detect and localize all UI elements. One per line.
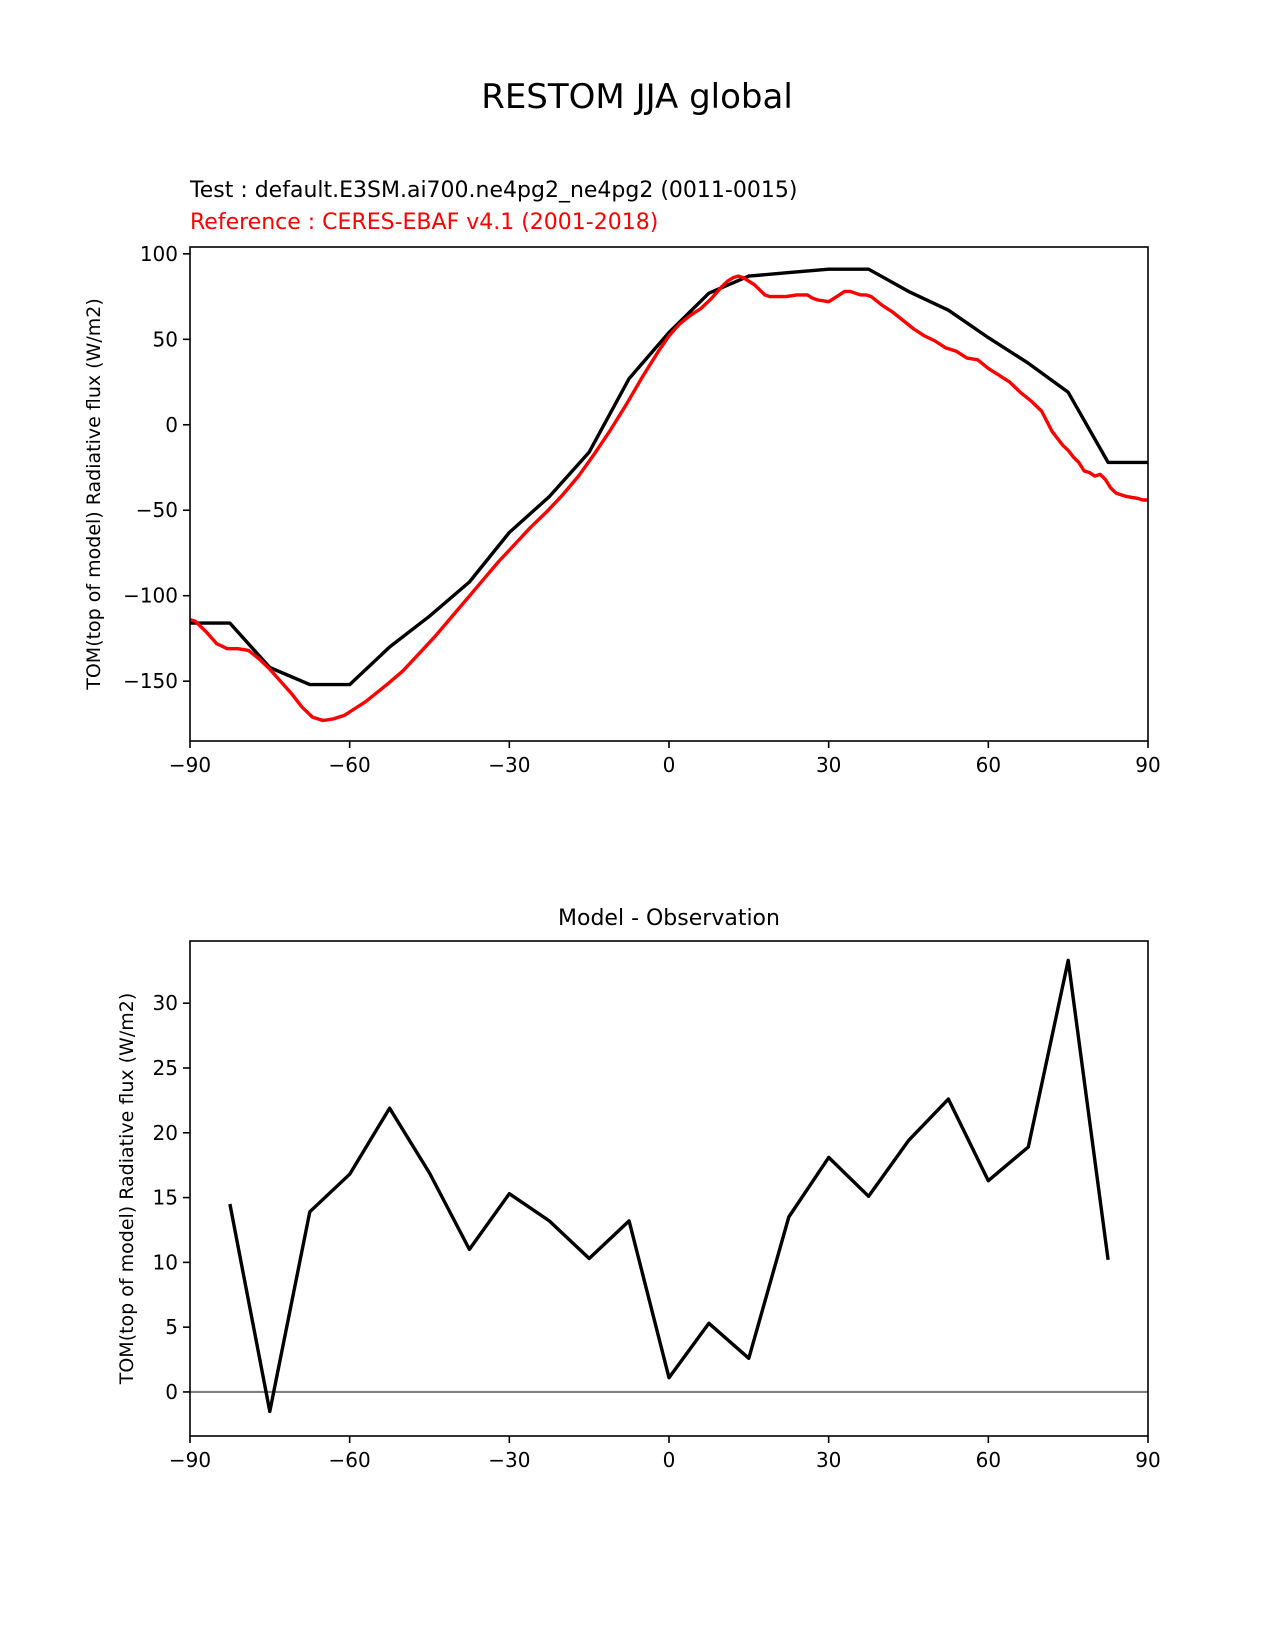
bottom-plot-title: Model - Observation	[558, 906, 780, 931]
bottom-y-axis-label: TOM(top of model) Radiative flux (W/m2)	[116, 993, 138, 1386]
bottom-y-tick-label: 10	[153, 1250, 178, 1274]
top-x-tick-label: −30	[488, 753, 530, 777]
top-axes-frame	[189, 246, 1149, 742]
top-series-line-reference	[189, 274, 1148, 723]
bottom-y-tick-label: 5	[165, 1315, 178, 1339]
top-x-tick-label: 60	[976, 753, 1001, 777]
bottom-x-tick-label: 30	[816, 1448, 841, 1472]
top-y-tick-label: 50	[153, 327, 178, 351]
top-y-tick-label: 0	[165, 413, 178, 437]
figure-title: RESTOM JJA global	[481, 77, 793, 117]
top-y-tick-label: −100	[123, 584, 178, 608]
top-series-line-test	[190, 267, 1148, 687]
reference-label: Reference : CERES-EBAF v4.1 (2001-2018)	[190, 210, 658, 235]
test-label: Test : default.E3SM.ai700.ne4pg2_ne4pg2 …	[189, 178, 797, 203]
top-x-tick-label: −60	[329, 753, 371, 777]
bottom-y-tick-label: 30	[153, 991, 178, 1015]
bottom-x-tick-label: −30	[488, 1448, 530, 1472]
bottom-series-line-difference	[228, 958, 1110, 1414]
bottom-x-tick-label: −60	[329, 1448, 371, 1472]
bottom-y-tick-label: 25	[153, 1056, 178, 1080]
bottom-y-tick-label: 0	[165, 1380, 178, 1404]
top-y-axis-label: TOM(top of model) Radiative flux (W/m2)	[83, 298, 105, 691]
top-y-tick-label: 100	[140, 242, 178, 266]
top-x-tick-label: −90	[169, 753, 211, 777]
bottom-x-tick-label: 60	[976, 1448, 1001, 1472]
top-y-tick-label: −50	[136, 498, 178, 522]
bottom-x-tick-label: 90	[1135, 1448, 1160, 1472]
top-x-tick-label: 90	[1135, 753, 1160, 777]
top-y-tick-label: −150	[123, 669, 178, 693]
top-plot: −90 −60 −30 0 30 60 90 100 50 0 −50 −100 −150 TOM(top…	[83, 242, 1161, 777]
bottom-y-tick-label: 15	[153, 1186, 178, 1210]
bottom-plot: Model - Observation −90 −60 −30 0 30 60 90 30 25…	[116, 906, 1161, 1472]
bottom-x-tick-label: 0	[663, 1448, 676, 1472]
top-x-tick-label: 0	[663, 753, 676, 777]
bottom-x-tick-label: −90	[169, 1448, 211, 1472]
top-x-tick-label: 30	[816, 753, 841, 777]
bottom-y-tick-label: 20	[153, 1121, 178, 1145]
